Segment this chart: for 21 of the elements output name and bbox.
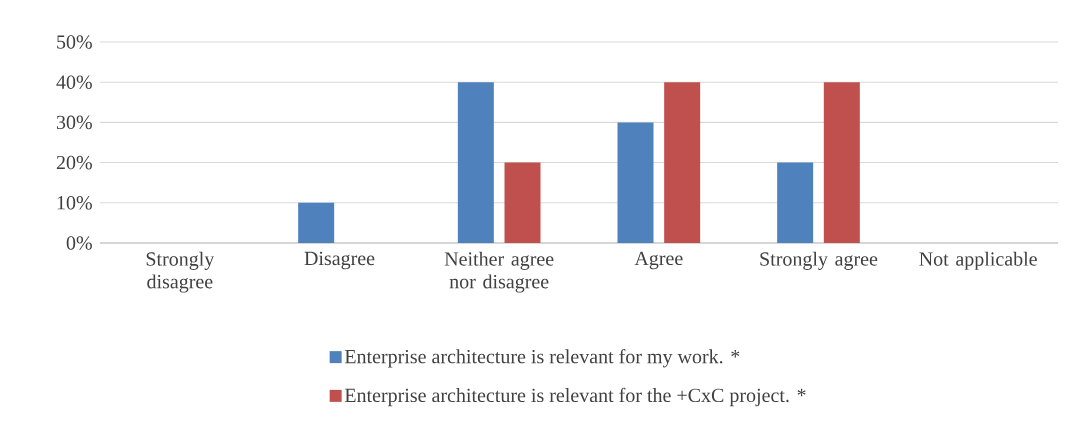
bar [504,162,541,243]
y-tick-label: 0% [66,236,92,250]
y-tick-label: 50% [57,35,92,49]
bar [617,122,654,243]
x-tick-label: Strongly agree [760,251,878,270]
x-tick-label: Neither agree nor disagree [444,251,554,293]
bar [777,162,814,243]
y-tick-label: 10% [57,196,92,210]
bar [457,82,494,243]
x-tick-label: Disagree [304,251,375,270]
x-tick-label: Agree [634,251,683,270]
legend-label: Enterprise architecture is relevant for the +CxC project. * [344,387,806,407]
bar [298,202,335,243]
legend-label: Enterprise architecture is relevant for my work. * [344,349,740,368]
y-tick-label: 30% [56,115,92,130]
bar [664,82,701,243]
x-tick-label: Not applicable [919,251,1037,270]
bar [823,82,860,243]
x-tick-label: Strongly disagree [146,251,215,293]
y-tick-label: 20% [56,155,92,170]
y-tick-label: 40% [56,75,92,89]
